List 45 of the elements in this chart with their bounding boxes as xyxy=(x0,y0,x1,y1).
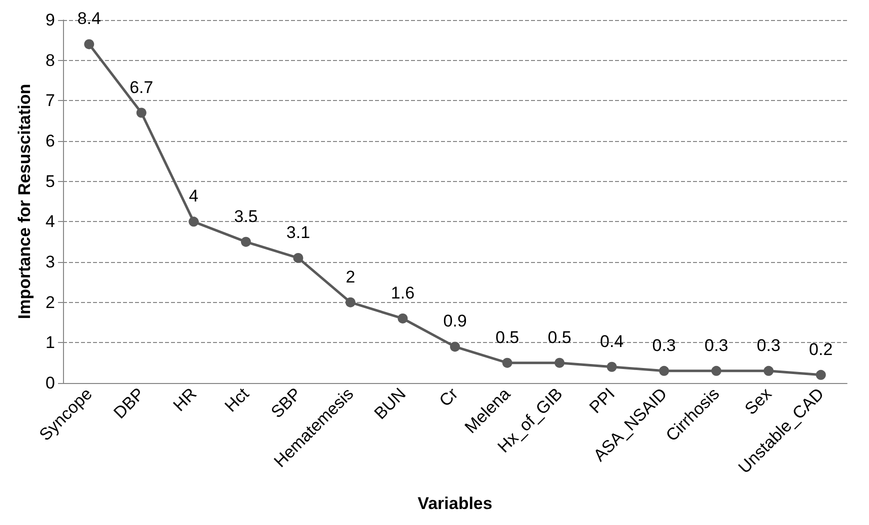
y-tick-label: 4 xyxy=(46,212,55,232)
point xyxy=(398,313,408,324)
point xyxy=(502,358,512,368)
y-tick-label: 3 xyxy=(46,252,55,272)
data-label: 0.3 xyxy=(756,336,780,355)
y-tick-label: 6 xyxy=(46,132,55,150)
y-axis-title: Importance for Resuscitation xyxy=(15,84,34,320)
y-tick-label: 9 xyxy=(46,10,55,30)
point xyxy=(293,252,304,263)
x-tick-label: Cr xyxy=(436,384,462,410)
x-axis-title: Variables xyxy=(418,494,492,513)
point xyxy=(764,366,774,376)
y-tick-label: 5 xyxy=(46,172,55,191)
point xyxy=(711,366,722,376)
point xyxy=(345,297,356,308)
y-tick-label: 1 xyxy=(46,333,55,352)
point xyxy=(240,236,251,247)
y-tick-label: 0 xyxy=(46,374,55,392)
data-label: 2 xyxy=(346,267,356,286)
data-label: 3.1 xyxy=(286,222,310,242)
data-label: 6.7 xyxy=(130,78,154,97)
y-tick-label: 7 xyxy=(46,91,55,110)
point xyxy=(554,358,565,368)
data-label: 0.5 xyxy=(495,328,520,347)
point xyxy=(659,366,670,376)
data-label: 0.4 xyxy=(600,332,624,351)
point xyxy=(84,39,94,50)
x-tick-label: Hct xyxy=(221,384,253,416)
data-label: 4 xyxy=(188,186,198,206)
data-label: 8.4 xyxy=(77,9,101,28)
data-label: 0.2 xyxy=(809,340,833,359)
data-label: 0.3 xyxy=(704,336,728,355)
y-tick-label: 8 xyxy=(46,50,55,70)
data-label: 3.5 xyxy=(234,206,258,226)
point xyxy=(136,108,146,118)
data-label: 0.9 xyxy=(443,312,467,331)
data-label: 0.5 xyxy=(548,328,572,347)
data-label: 0.3 xyxy=(652,336,676,355)
y-tick-label: 2 xyxy=(46,292,55,312)
point xyxy=(450,342,460,352)
point xyxy=(188,216,199,227)
point xyxy=(816,370,826,380)
x-tick-label: HR xyxy=(170,384,200,416)
data-label: 1.6 xyxy=(390,283,415,302)
point xyxy=(606,362,617,372)
